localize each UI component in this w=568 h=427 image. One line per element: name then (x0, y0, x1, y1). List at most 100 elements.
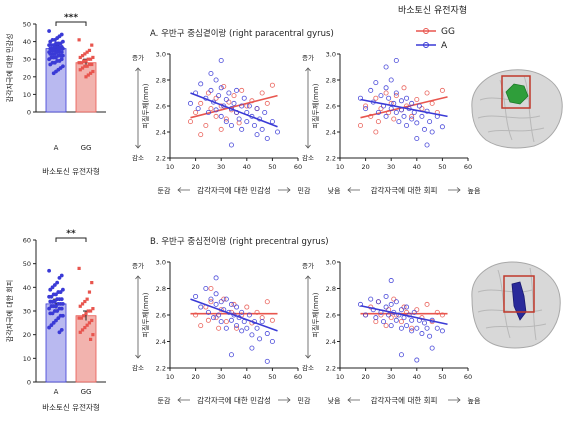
point-gg (264, 100, 270, 106)
point-gg (401, 85, 407, 91)
point-gg (244, 304, 250, 310)
x-tick-label: 50 (268, 373, 276, 381)
point-a (414, 325, 420, 331)
x-direction-arrow (177, 397, 291, 403)
point-a (51, 292, 56, 297)
y-tick-label: 2.8 (156, 285, 166, 293)
point-a (49, 304, 54, 309)
point-gg (82, 314, 86, 318)
y-tick-label: 2.8 (156, 76, 166, 84)
point-a (388, 323, 394, 329)
x-axis-label: 감각자극에 대한 민감성 (197, 185, 271, 195)
x-tick-label: 50 (438, 373, 446, 381)
y-top-label: 증가 (302, 53, 314, 62)
point-gg (87, 321, 92, 325)
x-tick-label: 60 (464, 163, 472, 171)
point-a (48, 62, 53, 67)
point-a (223, 119, 229, 125)
point-a (59, 273, 64, 278)
point-a (419, 331, 425, 337)
point-gg (373, 129, 379, 135)
scatter-precentral-avoidance: 10 20 30 40 50 60 2.2 2.4 2.6 2.8 3.0 피질두께(mm) 증가감소낮… (302, 258, 481, 405)
point-a (409, 328, 415, 334)
point-a (424, 108, 430, 114)
point-a (383, 64, 389, 70)
point-a (228, 301, 234, 307)
point-a (373, 315, 379, 321)
point-a (427, 333, 433, 339)
point-a (223, 97, 229, 103)
point-a (404, 304, 410, 310)
point-gg (198, 323, 204, 329)
x-tick-label: 30 (387, 163, 395, 171)
point-gg (205, 90, 211, 96)
y-axis-label: 피질두께(mm) (141, 83, 150, 128)
x-tick-label: 50 (268, 163, 276, 171)
y-tick-label: 2.2 (326, 154, 336, 162)
point-gg (85, 50, 89, 54)
point-a (47, 57, 51, 62)
y-direction-arrow (305, 67, 311, 149)
point-a (228, 317, 234, 323)
point-a (259, 126, 265, 132)
y-axis-label: 피질두께(mm) (311, 292, 320, 337)
point-a (47, 325, 51, 330)
point-gg (84, 59, 88, 63)
point-gg (409, 113, 415, 119)
point-a (373, 80, 379, 86)
point-gg (398, 319, 404, 325)
point-a (56, 290, 61, 294)
x-tick-label: 60 (294, 163, 302, 171)
point-gg (79, 61, 83, 65)
y-tick-label: 2.8 (326, 76, 336, 84)
point-gg (83, 325, 87, 330)
point-a (393, 110, 399, 116)
point-a (231, 100, 237, 106)
point-a (386, 312, 392, 318)
point-gg (216, 325, 222, 331)
x-tick-label: 20 (361, 163, 369, 171)
point-a (48, 299, 53, 304)
y-tick-label: 2.4 (156, 128, 166, 136)
point-a (386, 95, 392, 101)
point-gg (439, 87, 445, 93)
point-gg (218, 126, 224, 132)
point-a (254, 132, 260, 138)
point-a (398, 352, 404, 358)
point-a (409, 116, 415, 122)
point-a (47, 306, 51, 311)
point-a (239, 328, 245, 334)
point-gg (193, 110, 199, 116)
point-a (264, 331, 270, 337)
point-a (208, 296, 214, 302)
x-tick-label: 50 (438, 163, 446, 171)
significance-marker: *** (64, 13, 78, 23)
point-a (388, 77, 394, 83)
x-right-label: 높음 (468, 187, 481, 195)
point-gg (383, 323, 389, 329)
y-bottom-label: 감소 (132, 154, 144, 162)
point-gg (373, 95, 379, 101)
point-a (378, 93, 384, 99)
y-axis-label: 피질두께(mm) (141, 292, 150, 337)
point-gg (87, 48, 92, 52)
point-a (264, 135, 270, 141)
point-a (226, 90, 232, 96)
y-tick-label: 30 (23, 308, 31, 316)
point-a (187, 100, 193, 106)
point-a (421, 126, 427, 132)
point-gg (80, 66, 85, 70)
point-a (57, 330, 62, 335)
point-a (368, 296, 374, 302)
y-tick-label: 2.4 (326, 128, 336, 136)
point-gg (208, 285, 214, 291)
point-gg (187, 119, 193, 125)
point-gg (77, 61, 81, 65)
y-tick-label: 2.6 (156, 102, 166, 110)
point-gg (221, 296, 227, 302)
fit-line-gg (190, 94, 278, 119)
point-a (427, 119, 433, 125)
point-gg (264, 299, 270, 305)
